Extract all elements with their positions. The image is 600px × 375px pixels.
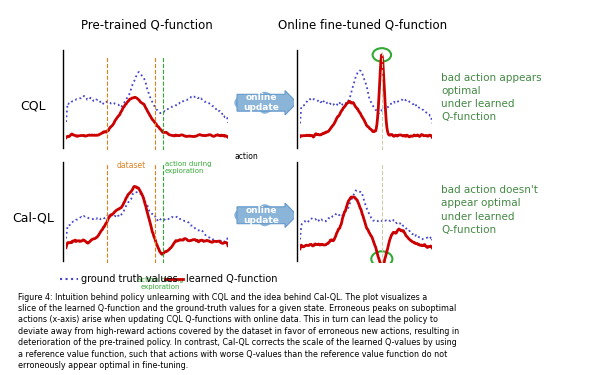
Text: ground truth values: ground truth values	[81, 274, 178, 284]
FancyArrowPatch shape	[240, 97, 276, 108]
Text: action during
exploration: action during exploration	[137, 277, 183, 290]
Text: online
update: online update	[243, 93, 279, 112]
FancyBboxPatch shape	[4, 185, 62, 251]
Text: online
update: online update	[243, 206, 279, 225]
Text: CQL: CQL	[20, 99, 46, 112]
FancyArrowPatch shape	[240, 210, 276, 221]
Text: action: action	[235, 152, 258, 161]
FancyArrow shape	[237, 203, 297, 227]
Text: dataset: dataset	[116, 162, 145, 171]
FancyBboxPatch shape	[4, 73, 62, 139]
Text: Online fine-tuned Q-function: Online fine-tuned Q-function	[278, 19, 448, 32]
FancyArrow shape	[237, 91, 297, 115]
Text: bad action appears
optimal
under learned
Q-function: bad action appears optimal under learned…	[441, 73, 542, 122]
Text: learned Q-function: learned Q-function	[186, 274, 277, 284]
Text: Figure 4: Intuition behind policy unlearning with CQL and the idea behind Cal-QL: Figure 4: Intuition behind policy unlear…	[18, 292, 459, 370]
Text: Cal-QL: Cal-QL	[12, 212, 54, 225]
Text: action during
exploration: action during exploration	[165, 162, 211, 174]
Text: Pre-trained Q-function: Pre-trained Q-function	[81, 19, 213, 32]
Text: bad action doesn't
appear optimal
under learned
Q-function: bad action doesn't appear optimal under …	[441, 185, 538, 235]
